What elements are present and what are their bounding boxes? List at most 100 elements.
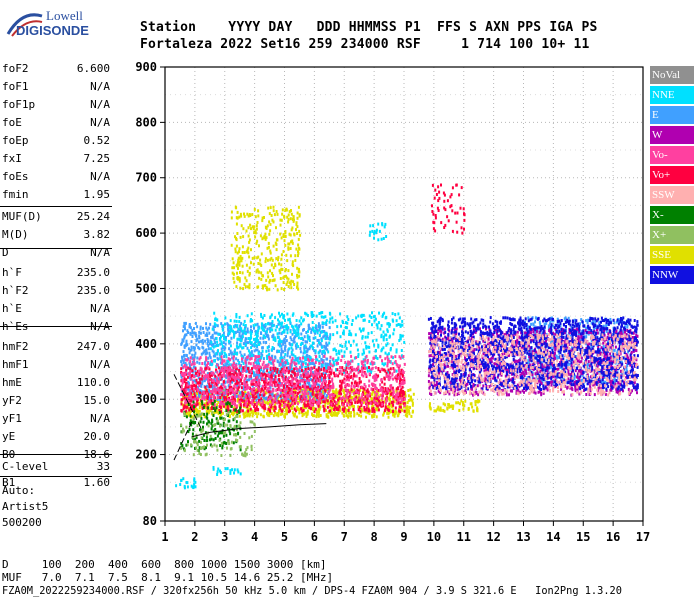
echo-point (217, 349, 219, 353)
echo-point (307, 403, 310, 407)
echo-point (284, 415, 286, 419)
echo-point (371, 339, 374, 343)
echo-point (314, 351, 317, 355)
echo-point (216, 370, 219, 374)
echo-point (188, 391, 191, 395)
echo-point (320, 315, 323, 319)
echo-point (336, 413, 339, 416)
echo-point (392, 388, 395, 392)
echo-point (249, 318, 252, 321)
echo-point (211, 405, 213, 409)
echo-point (285, 253, 288, 257)
echo-point (341, 379, 344, 383)
echo-point (319, 405, 322, 409)
echo-point (285, 208, 288, 212)
echo-point (282, 401, 285, 404)
echo-point (323, 344, 326, 348)
echo-point (236, 330, 239, 333)
echo-point (317, 404, 320, 408)
echo-point (325, 321, 327, 325)
echo-point (326, 365, 329, 369)
echo-point (362, 366, 365, 370)
echo-point (400, 382, 403, 386)
echo-point (264, 407, 267, 411)
echo-point (311, 321, 314, 324)
echo-point (349, 391, 352, 395)
echo-point (455, 401, 458, 405)
echo-point (325, 414, 328, 418)
echo-point (279, 277, 282, 280)
echo-point (325, 334, 328, 338)
echo-point (261, 219, 264, 223)
echo-point (324, 373, 326, 377)
echo-point (349, 343, 352, 347)
echo-point (221, 393, 224, 397)
echo-point (236, 263, 239, 267)
echo-point (256, 330, 259, 334)
echo-point (259, 234, 262, 238)
echo-point (295, 221, 298, 225)
echo-point (269, 329, 272, 333)
echo-point (239, 409, 242, 413)
echo-point (353, 381, 356, 385)
echo-point (310, 394, 313, 398)
echo-point (346, 321, 349, 325)
echo-point (289, 409, 291, 413)
echo-point (260, 387, 263, 391)
echo-point (288, 242, 291, 246)
echo-point (255, 398, 258, 402)
echo-point (291, 348, 294, 352)
echo-point (581, 373, 584, 377)
echo-point (394, 355, 397, 359)
echo-point (245, 374, 248, 378)
echo-point (255, 348, 258, 352)
echo-point (191, 392, 194, 396)
echo-point (246, 327, 249, 331)
echo-point (388, 360, 391, 363)
echo-point (333, 404, 336, 408)
echo-point (375, 415, 378, 419)
echo-point (345, 347, 348, 351)
echo-point (389, 376, 392, 380)
echo-point (180, 363, 183, 367)
echo-point (370, 371, 372, 374)
echo-point (183, 321, 186, 325)
echo-point (182, 350, 185, 354)
echo-point (217, 377, 220, 381)
echo-point (383, 311, 386, 315)
echo-point (345, 414, 348, 418)
echo-point (318, 389, 321, 393)
echo-point (201, 382, 204, 386)
echo-point (200, 339, 203, 343)
echo-point (316, 339, 319, 342)
echo-point (255, 227, 258, 231)
echo-point (301, 368, 303, 372)
echo-point (376, 357, 379, 360)
echo-point (307, 323, 310, 327)
echo-point (609, 317, 612, 321)
echo-point (347, 408, 350, 412)
echo-point (280, 287, 283, 291)
echo-point (254, 374, 257, 378)
echo-point (312, 336, 315, 340)
echo-point (384, 351, 387, 355)
echo-point (397, 323, 400, 326)
echo-point (219, 338, 222, 342)
echo-point (308, 347, 311, 351)
echo-point (399, 405, 402, 409)
echo-point (273, 213, 276, 217)
echo-point (265, 374, 268, 378)
echo-point (334, 359, 337, 363)
echo-point (534, 320, 536, 324)
echo-point (387, 415, 390, 419)
echo-point (180, 387, 183, 391)
echo-point (276, 349, 279, 353)
echo-point (236, 410, 239, 413)
echo-point (311, 315, 314, 318)
echo-point (207, 380, 210, 384)
echo-point (560, 343, 563, 347)
echo-point (280, 397, 283, 401)
echo-point (399, 336, 402, 340)
echo-point (239, 350, 242, 354)
echo-point (290, 228, 293, 232)
